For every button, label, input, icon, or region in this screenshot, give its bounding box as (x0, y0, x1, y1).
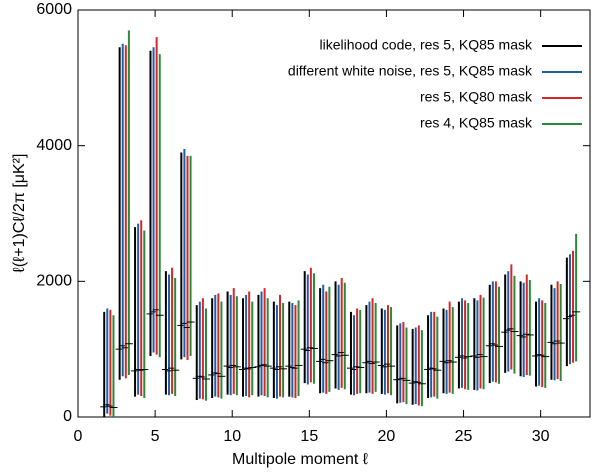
legend-label: different white noise, res 5, KQ85 mask (288, 63, 533, 79)
y-axis-label: ℓ(ℓ+1)Cℓ/2π [μK²] (11, 154, 28, 273)
x-axis-label: Multipole moment ℓ (232, 451, 368, 468)
y-tick-label: 0 (63, 408, 72, 425)
x-tick-label: 30 (532, 428, 550, 445)
x-tick-label: 20 (378, 428, 396, 445)
x-tick-label: 5 (151, 428, 160, 445)
legend-label: likelihood code, res 5, KQ85 mask (320, 37, 533, 53)
legend-label: res 5, KQ80 mask (420, 89, 533, 105)
x-tick-label: 25 (455, 428, 473, 445)
y-tick-label: 4000 (36, 137, 72, 154)
legend-label: res 4, KQ85 mask (420, 115, 533, 131)
y-tick-label: 2000 (36, 273, 72, 290)
x-tick-label: 10 (223, 428, 241, 445)
plot-frame (77, 9, 591, 418)
x-tick-label: 15 (300, 428, 318, 445)
y-tick-label: 6000 (36, 1, 72, 18)
x-tick-label: 0 (74, 428, 83, 445)
